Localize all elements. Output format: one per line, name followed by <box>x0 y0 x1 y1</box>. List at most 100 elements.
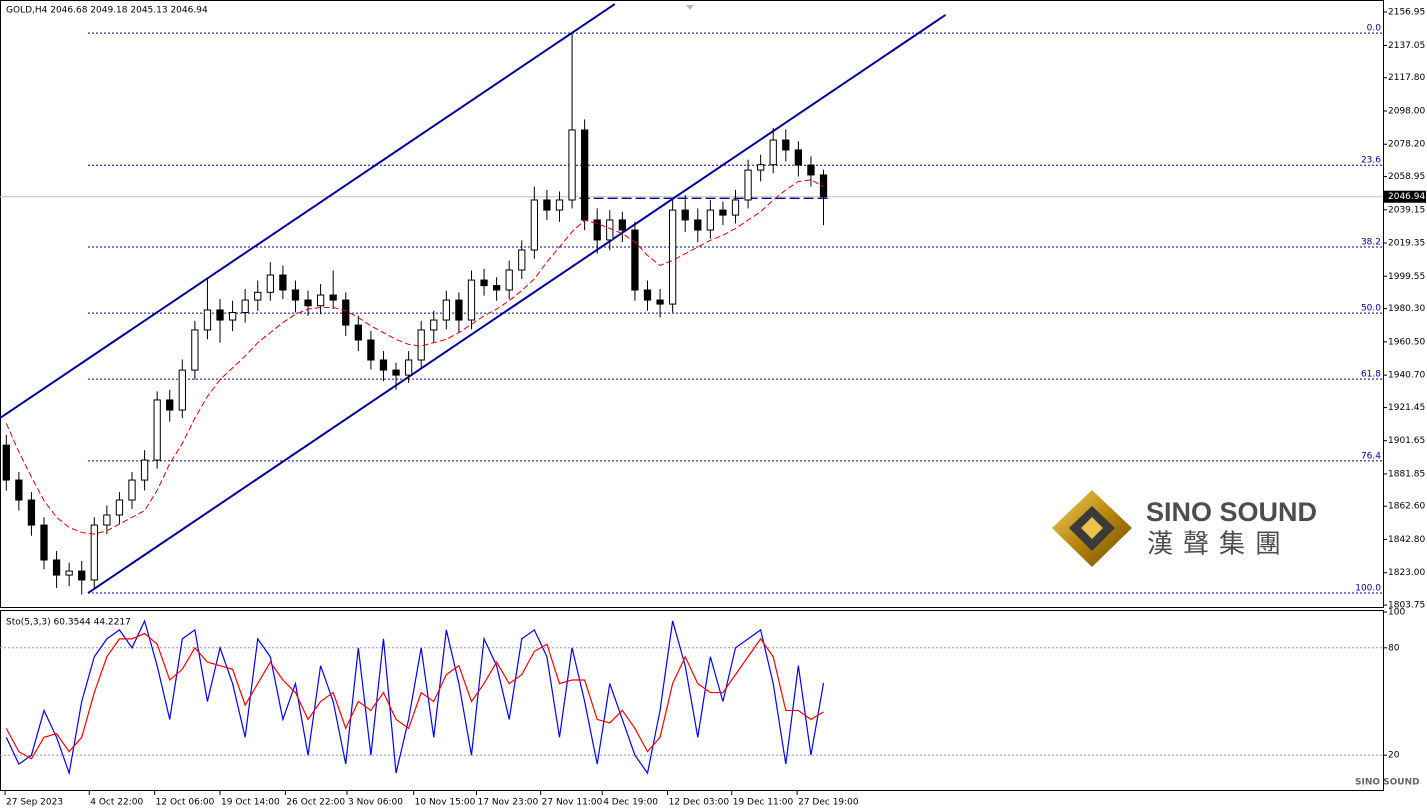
x-tick-label: 4 Oct 22:00 <box>90 798 143 808</box>
candle-body <box>518 249 526 271</box>
candle-body <box>78 570 86 581</box>
candle-body <box>166 399 174 411</box>
moving-average <box>5 179 824 535</box>
fib-label: 100.0 <box>1355 584 1381 594</box>
shift-marker <box>686 5 694 10</box>
candle-body <box>40 524 48 561</box>
candle-body <box>719 209 727 216</box>
candle-body <box>769 139 777 166</box>
x-tick-label: 27 Nov 11:00 <box>542 798 603 808</box>
candle-body <box>2 444 10 481</box>
candle-body <box>342 299 350 326</box>
candle-body <box>203 309 212 331</box>
stoch-line <box>5 632 824 760</box>
candle-body <box>782 139 790 151</box>
candle-body <box>65 570 73 576</box>
candle-body <box>442 299 450 321</box>
y-tick-label: 1842.80 <box>1388 535 1425 545</box>
candle-body <box>807 164 815 176</box>
candle-body <box>329 294 337 301</box>
y-tick-label: 2117.80 <box>1388 73 1425 83</box>
logo-core <box>1081 517 1103 539</box>
candle-body <box>731 199 740 216</box>
candle-body <box>90 524 98 581</box>
fib-label: 38.2 <box>1361 237 1381 247</box>
y-tick-label: 1823.00 <box>1388 568 1425 578</box>
y-tick-label: 80 <box>1388 643 1400 653</box>
candle-body <box>455 299 463 321</box>
candle-body <box>631 229 639 291</box>
candle-body <box>580 129 589 221</box>
x-tick-label: 19 Dec 11:00 <box>733 798 794 808</box>
candle-body <box>467 279 476 321</box>
y-tick-label: 1881.85 <box>1388 469 1425 479</box>
main-panel <box>0 0 1384 608</box>
candle-body <box>103 514 111 526</box>
candle-body <box>379 359 388 371</box>
x-tick-label: 27 Sep 2023 <box>6 798 63 808</box>
x-tick-label: 27 Dec 19:00 <box>798 798 859 808</box>
candle-body <box>128 479 136 501</box>
x-tick-label: 3 Nov 06:00 <box>348 798 403 808</box>
candle-body <box>492 285 501 291</box>
y-tick-label: 2098.00 <box>1388 106 1425 116</box>
y-tick-label: 1901.65 <box>1388 436 1425 446</box>
panel-title: GOLD,H4 2046.68 2049.18 2045.13 2046.94 <box>6 6 208 16</box>
stoch-panel <box>0 610 1384 791</box>
stoch-line <box>5 619 825 776</box>
candle-body <box>254 291 262 301</box>
candle-body <box>643 289 652 301</box>
candle-body <box>115 499 124 516</box>
candle-body <box>593 219 601 241</box>
candle-body <box>706 209 715 231</box>
candle-body <box>241 299 249 313</box>
panel-title: Sto(5,3,3) 60.3544 44.2217 <box>6 618 131 628</box>
candle-body <box>794 149 803 166</box>
y-tick-label: 1940.70 <box>1388 371 1425 381</box>
fib-label: 23.6 <box>1361 156 1381 166</box>
candle-body <box>668 209 677 305</box>
x-tick-label: 10 Nov 15:00 <box>415 798 476 808</box>
price-box <box>1384 190 1426 203</box>
y-tick-label: 1999.55 <box>1388 272 1425 282</box>
candle-body <box>178 369 186 411</box>
y-tick-label: 2039.15 <box>1388 205 1425 215</box>
y-tick-label: 2137.05 <box>1388 41 1425 51</box>
candle-body <box>216 309 224 321</box>
candle-body <box>191 329 199 371</box>
candle-body <box>404 359 413 376</box>
candle-body <box>530 199 538 251</box>
candle-body <box>266 274 274 293</box>
price-label: 2046.94 <box>1388 192 1425 202</box>
x-tick-label: 4 Dec 19:00 <box>603 798 658 808</box>
candle-body <box>392 369 400 376</box>
x-tick-label: 26 Oct 22:00 <box>286 798 345 808</box>
candle-body <box>555 199 564 211</box>
candle-body <box>568 129 576 201</box>
x-tick-label: 19 Oct 14:00 <box>221 798 280 808</box>
candle-body <box>367 339 375 361</box>
candle-body <box>505 269 513 291</box>
y-tick-label: 2019.35 <box>1388 239 1425 249</box>
y-tick-label: 1803.75 <box>1388 601 1425 611</box>
candle-body <box>430 319 438 331</box>
candle-body <box>279 274 287 291</box>
candle-body <box>543 199 551 211</box>
logo-chinese: 漢聲集團 <box>1147 530 1291 560</box>
y-tick-label: 1980.30 <box>1388 304 1425 314</box>
y-tick-label: 1960.50 <box>1388 337 1425 347</box>
candle-body <box>694 219 702 231</box>
logo-name: SINO SOUND <box>1146 497 1317 527</box>
y-tick-label: 100 <box>1388 608 1405 618</box>
candle-body <box>316 294 325 307</box>
y-tick-label: 2058.95 <box>1388 172 1425 182</box>
y-tick-label: 1862.60 <box>1388 502 1425 512</box>
candle-body <box>140 459 149 481</box>
candle-body <box>304 299 312 307</box>
candle-body <box>354 324 362 341</box>
candle-body <box>291 289 300 301</box>
small-logo: SINO SOUND <box>1355 778 1420 788</box>
candle-body <box>757 164 765 171</box>
candle-body <box>656 299 664 305</box>
